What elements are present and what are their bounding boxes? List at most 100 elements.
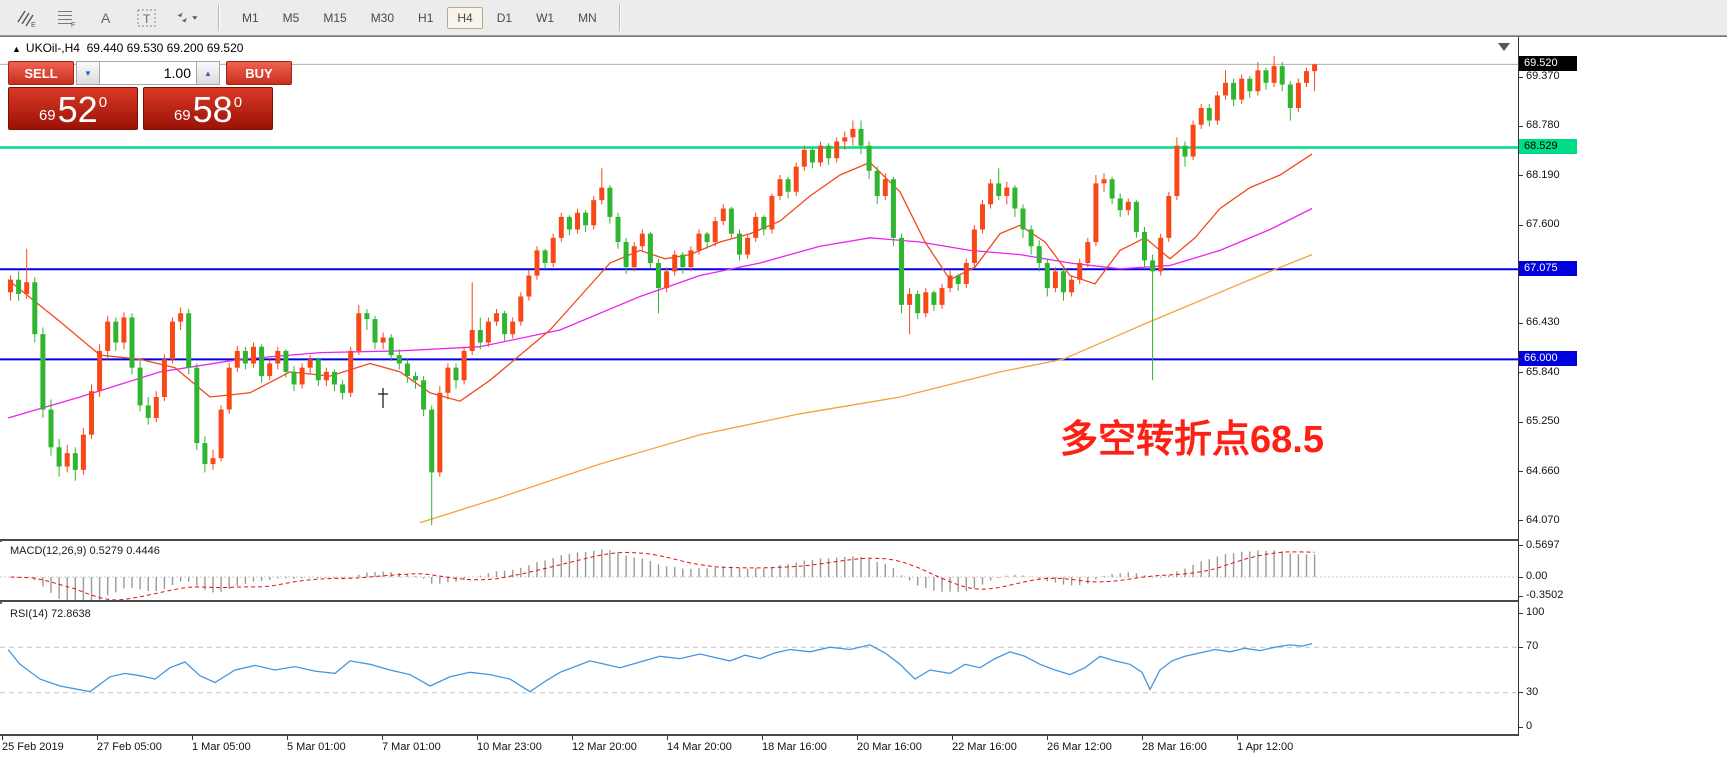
volume-increase-button[interactable]: ▲: [196, 61, 220, 85]
macd-tick-mark: [1519, 576, 1523, 578]
svg-text:多空转折点68.5: 多空转折点68.5: [1060, 419, 1324, 461]
grid-icon[interactable]: F: [54, 6, 80, 30]
time-tick-label: 22 Mar 16:00: [952, 741, 1017, 753]
rsi-tick-mark: [1519, 612, 1523, 614]
symbol-period-label: UKOil-,H4: [25, 41, 80, 55]
svg-text:E: E: [31, 22, 36, 28]
time-tick-mark: [2, 736, 3, 740]
macd-tick-mark: [1519, 595, 1523, 597]
macd-tick-label: -0.3502: [1526, 589, 1564, 602]
objects-dropdown-icon[interactable]: [174, 6, 200, 30]
timeframe-group: M1 M5 M15 M30 H1 H4 D1 W1 MN: [224, 6, 615, 29]
timeframe-w1[interactable]: W1: [536, 10, 555, 25]
rsi-panel: RSI(14) 72.8638: [0, 604, 1518, 736]
buy-button[interactable]: BUY: [226, 61, 292, 85]
text-label-icon[interactable]: A: [94, 6, 120, 30]
time-axis[interactable]: 25 Feb 2019 27 Feb 05:00 1 Mar 05:00 5 Mar …: [0, 736, 1518, 757]
price-tick-label: 64.660: [1526, 464, 1560, 477]
chart-window: 多空转折点68.5 ▲ UKOil-,H4 69.440 69.530 69.20…: [0, 36, 1727, 757]
toolbar-icon-group: E F A T: [0, 6, 214, 30]
timeframe-m1[interactable]: M1: [242, 10, 259, 25]
macd-canvas[interactable]: [0, 542, 1518, 600]
price-tick-mark: [1519, 125, 1523, 127]
time-tick-mark: [857, 736, 858, 740]
price-axis[interactable]: 69.37068.78068.19067.60067.02066.43065.8…: [1518, 37, 1727, 736]
time-tick-label: 5 Mar 01:00: [287, 741, 346, 753]
toolbar: E F A T M1 M5 M15 M30 H1 H4 D1 W1 MN: [0, 0, 1727, 36]
price-tick-label: 68.190: [1526, 168, 1560, 181]
time-tick-mark: [477, 736, 478, 740]
sell-price-tile[interactable]: 69 52 0: [8, 87, 138, 130]
timeframe-mn[interactable]: MN: [578, 10, 597, 25]
timeframe-m30[interactable]: M30: [370, 10, 395, 25]
price-badge: 68.529: [1519, 139, 1577, 155]
timeframe-h1[interactable]: H1: [418, 10, 434, 25]
rsi-canvas[interactable]: [0, 604, 1518, 734]
time-tick-mark: [762, 736, 763, 740]
time-tick-label: 1 Mar 05:00: [192, 741, 251, 753]
indicators-icon[interactable]: E: [14, 6, 40, 30]
svg-text:A: A: [101, 10, 111, 26]
macd-main-value: 0.5279: [89, 545, 124, 557]
buy-price-big: 58: [192, 89, 233, 130]
buy-price-sup: 0: [233, 94, 243, 111]
price-panel: 多空转折点68.5 ▲ UKOil-,H4 69.440 69.530 69.20…: [0, 37, 1518, 541]
volume-input[interactable]: [100, 61, 196, 85]
time-tick-label: 12 Mar 20:00: [572, 741, 637, 753]
buy-price-tile[interactable]: 69 58 0: [143, 87, 273, 130]
rsi-tick-mark: [1519, 692, 1523, 694]
price-tick-mark: [1519, 224, 1523, 226]
symbol-triangle-icon[interactable]: ▲: [12, 44, 21, 54]
sell-price-prefix: 69: [38, 107, 56, 124]
timeframe-d1[interactable]: D1: [496, 10, 513, 25]
timeframe-m5[interactable]: M5: [282, 10, 300, 25]
price-tick-mark: [1519, 372, 1523, 374]
time-tick-label: 1 Apr 12:00: [1237, 741, 1294, 753]
price-tick-label: 68.780: [1526, 119, 1560, 132]
text-box-icon[interactable]: T: [134, 6, 160, 30]
price-tick-mark: [1519, 322, 1523, 324]
ohlc-values: 69.440 69.530 69.200 69.520: [86, 41, 244, 55]
price-tick-label: 67.600: [1526, 218, 1560, 231]
macd-tick-mark: [1519, 545, 1523, 547]
rsi-label: RSI(14) 72.8638: [10, 608, 91, 620]
price-tick-mark: [1519, 175, 1523, 177]
time-tick-mark: [1237, 736, 1238, 740]
sell-price-sup: 0: [98, 94, 108, 111]
time-tick-mark: [97, 736, 98, 740]
price-chart-canvas[interactable]: 多空转折点68.5: [0, 37, 1518, 539]
sell-button[interactable]: SELL: [8, 61, 74, 85]
macd-panel: MACD(12,26,9) 0.5279 0.4446: [0, 542, 1518, 602]
time-tick-label: 27 Feb 05:00: [97, 741, 162, 753]
timeframe-h4[interactable]: H4: [447, 6, 483, 29]
price-badge: 67.075: [1519, 261, 1577, 277]
rsi-tick-label: 70: [1526, 640, 1539, 653]
price-tick-label: 66.430: [1526, 316, 1560, 329]
one-click-trading-widget: SELL ▼ ▲ BUY 69 52 0 69 58 0: [8, 61, 308, 130]
time-tick-mark: [667, 736, 668, 740]
time-tick-label: 7 Mar 01:00: [382, 741, 441, 753]
sell-price-big: 52: [57, 89, 98, 130]
volume-decrease-button[interactable]: ▼: [76, 61, 100, 85]
rsi-value: 72.8638: [50, 608, 91, 620]
time-tick-mark: [952, 736, 953, 740]
time-tick-mark: [1047, 736, 1048, 740]
time-tick-mark: [572, 736, 573, 740]
time-tick-mark: [382, 736, 383, 740]
price-tick-label: 69.370: [1526, 70, 1560, 82]
rsi-tick-label: 30: [1526, 685, 1539, 698]
time-tick-label: 14 Mar 20:00: [667, 741, 732, 753]
rsi-tick-mark: [1519, 726, 1523, 728]
time-tick-label: 10 Mar 23:00: [477, 741, 542, 753]
price-tick-mark: [1519, 471, 1523, 473]
price-tick-label: 65.250: [1526, 415, 1560, 428]
time-tick-mark: [287, 736, 288, 740]
macd-tick-label: 0.00: [1526, 570, 1548, 583]
timeframe-m15[interactable]: M15: [323, 10, 347, 25]
macd-label: MACD(12,26,9) 0.5279 0.4446: [10, 545, 160, 557]
time-tick-label: 20 Mar 16:00: [857, 741, 922, 753]
time-tick-label: 25 Feb 2019: [2, 741, 64, 753]
price-tick-mark: [1519, 421, 1523, 423]
price-tick-label: 65.840: [1526, 365, 1560, 378]
time-tick-mark: [192, 736, 193, 740]
